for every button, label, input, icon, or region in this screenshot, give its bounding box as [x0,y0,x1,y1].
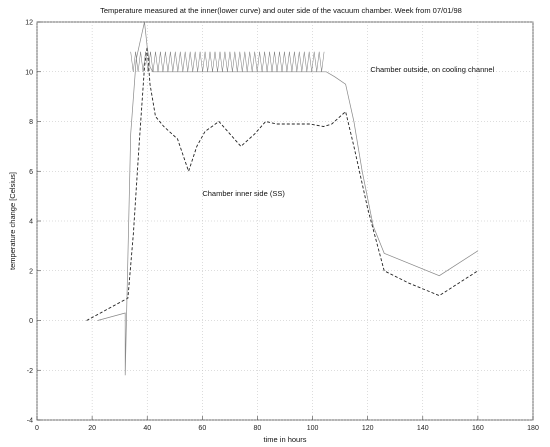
annotation-outside-label: Chamber outside, on cooling channel [370,65,494,74]
annotation-inner-label: Chamber inner side (SS) [202,189,285,198]
grid-lines [36,21,534,421]
y-tick-label: 2 [29,268,33,275]
x-tick-label: 140 [417,425,429,432]
series-line-outside-oscillation [130,51,325,72]
y-axis-label: temperature change [Celsius] [8,172,17,270]
x-tick-label: 20 [88,425,96,432]
x-tick-label: 0 [35,425,39,432]
y-tick-label: -2 [27,368,33,375]
y-tick-label: 6 [29,169,33,176]
y-tick-label: 4 [29,219,33,226]
x-tick-label: 180 [527,425,539,432]
x-tick-label: 60 [198,425,206,432]
y-tick-label: 10 [25,69,33,76]
y-tick-label: 8 [29,119,33,126]
y-tick-label: 0 [29,318,33,325]
x-axis-label: time in hours [264,435,307,444]
series-layer [86,21,479,376]
series-line-outside [97,21,479,376]
x-tick-label: 80 [254,425,262,432]
chart-title: Temperature measured at the inner(lower … [100,6,462,15]
axis-ticks: 0 20 40 60 80 100 120 140 160 180 -4 -2 0 2 4 6 8 10 12 [25,20,539,433]
y-tick-label: 12 [25,20,33,27]
x-tick-label: 160 [472,425,484,432]
plot-area [36,21,534,421]
y-tick-label: -4 [27,418,33,425]
x-tick-label: 120 [362,425,374,432]
annotations: Chamber outside, on cooling channel Chamb… [202,65,494,198]
x-tick-label: 40 [143,425,151,432]
x-tick-label: 100 [307,425,319,432]
